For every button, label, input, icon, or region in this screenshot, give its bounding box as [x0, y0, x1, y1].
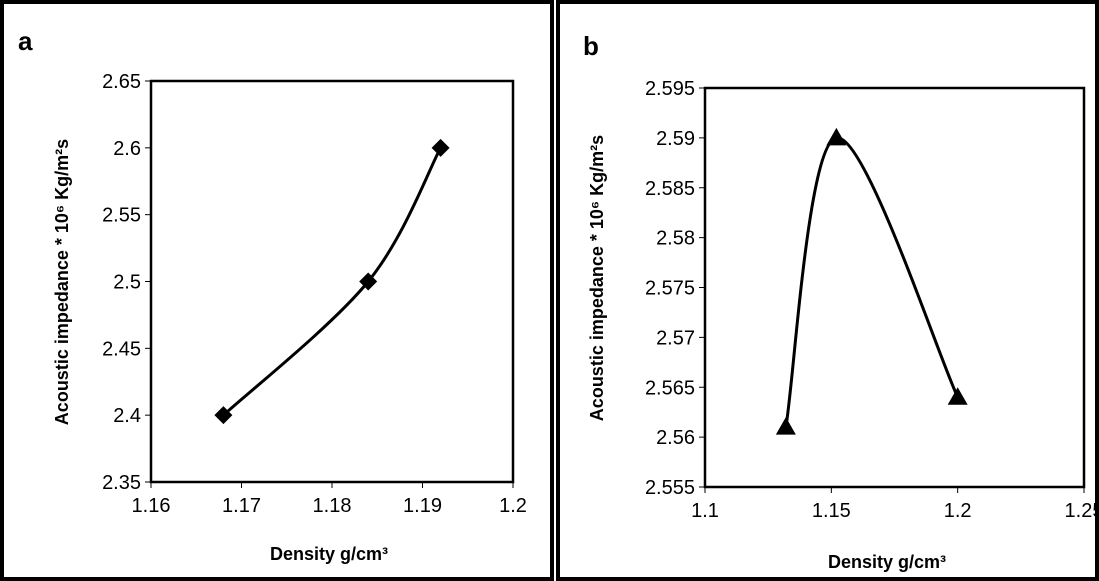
- panel-a-y-tick-label: 2.5: [113, 272, 141, 294]
- panel-a-data-point: [214, 406, 233, 425]
- panel-a-label: a: [18, 26, 33, 56]
- panel-a-y-tick-label: 2.35: [102, 472, 141, 494]
- panel-b-border: [556, 0, 1099, 581]
- panel-b-x-axis-title: Density g/cm³: [828, 552, 946, 572]
- panel-a-markers: [214, 138, 450, 425]
- panel-b: b 2.5552.562.5652.572.5752.582.5852.592.…: [556, 0, 1099, 581]
- panel-b-x-tick-label: 1.25: [1065, 500, 1099, 522]
- panel-b-y-axis-title: Acoustic impedance * 10⁶ Kg/m²s: [587, 135, 607, 421]
- panel-b-markers: [775, 127, 968, 435]
- panel-b-y-tick-label: 2.565: [645, 377, 695, 399]
- panel-b-x-tick-label: 1.1: [691, 500, 719, 522]
- panel-b-x-axis: 1.1 1.15 1.2 1.25: [691, 487, 1099, 522]
- panel-b-y-tick-label: 2.575: [645, 278, 695, 300]
- panel-b-y-tick-label: 2.585: [645, 178, 695, 200]
- panel-a-border: [0, 0, 554, 581]
- panel-a-y-tick-label: 2.6: [113, 138, 141, 160]
- panel-a-x-axis-title: Density g/cm³: [270, 544, 388, 564]
- panel-b-y-tick-label: 2.59: [656, 128, 695, 150]
- panel-a: a 2.35 2.4 2.45 2.5 2.55 2.6 2.65 1.16 1.17 1.18…: [0, 0, 554, 581]
- panel-a-x-tick-label: 1.16: [132, 495, 171, 517]
- panel-a-y-axis-title: Acoustic impedance * 10⁶ Kg/m²s: [52, 139, 72, 425]
- panel-b-label: b: [583, 31, 599, 61]
- panel-a-x-tick-label: 1.2: [499, 495, 527, 517]
- panel-b-y-tick-label: 2.595: [645, 78, 695, 100]
- panel-a-x-tick-label: 1.19: [403, 495, 442, 517]
- panel-a-x-tick-label: 1.17: [222, 495, 261, 517]
- panel-b-y-tick-label: 2.58: [656, 228, 695, 250]
- panel-b-data-point: [826, 127, 847, 146]
- panel-a-y-axis: 2.35 2.4 2.45 2.5 2.55 2.6 2.65: [102, 71, 151, 494]
- panel-a-x-tick-label: 1.18: [313, 495, 352, 517]
- panel-b-y-tick-label: 2.57: [656, 327, 695, 349]
- panel-a-y-tick-label: 2.65: [102, 71, 141, 93]
- panel-b-x-tick-label: 1.2: [944, 500, 972, 522]
- panel-b-data-point: [775, 417, 796, 435]
- panel-b-data-point: [947, 387, 968, 405]
- panel-a-y-tick-label: 2.55: [102, 205, 141, 227]
- panel-a-y-tick-label: 2.45: [102, 338, 141, 360]
- panel-b-plot-area: [703, 86, 1086, 489]
- panel-a-y-tick-label: 2.4: [113, 405, 141, 427]
- panel-b-y-axis: 2.555 2.56 2.565 2.57 2.575 2.58 2.585 2.59 2.59…: [645, 78, 705, 499]
- panel-a-x-axis: 1.16 1.17 1.18 1.19 1.2: [132, 482, 527, 517]
- panel-a-plot-area: [149, 79, 515, 484]
- panel-b-y-tick-label: 2.56: [656, 427, 695, 449]
- panel-a-data-point: [431, 138, 450, 157]
- panel-b-y-tick-label: 2.555: [645, 477, 695, 499]
- panel-b-x-tick-label: 1.15: [812, 500, 851, 522]
- panel-a-data-point: [359, 272, 378, 291]
